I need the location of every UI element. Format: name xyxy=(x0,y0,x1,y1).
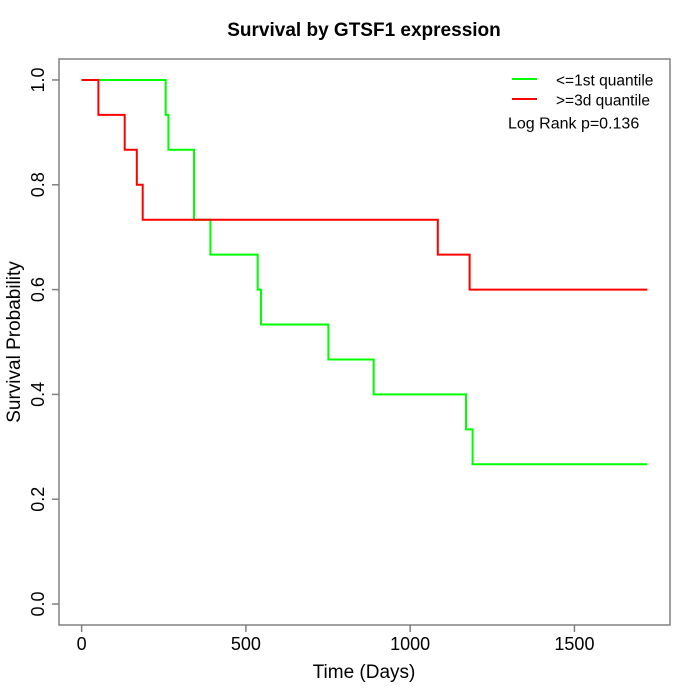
y-tick-label: 1.0 xyxy=(28,67,48,92)
x-tick-label: 500 xyxy=(231,634,261,654)
y-tick-label: 0.4 xyxy=(28,382,48,407)
plot-area: 0 500 1000 1500 0.0 0.2 0.4 0.6 0.8 1.0 xyxy=(28,58,671,654)
log-rank-annotation: Log Rank p=0.136 xyxy=(508,116,639,133)
plot-border xyxy=(58,58,671,626)
y-tick-label: 0.8 xyxy=(28,172,48,197)
x-tick-label: 1000 xyxy=(390,634,430,654)
y-tick-label: 0.6 xyxy=(28,277,48,302)
y-tick-label: 0.0 xyxy=(28,592,48,617)
chart-title: Survival by GTSF1 expression xyxy=(227,20,501,41)
x-axis-title: Time (Days) xyxy=(313,662,416,683)
legend-label-low-expression: <=1st quantile xyxy=(556,73,653,90)
x-tick-label: 1500 xyxy=(554,634,594,654)
legend: <=1st quantile >=3d quantile Log Rank p=… xyxy=(508,73,653,133)
legend-label-high-expression: >=3d quantile xyxy=(556,93,650,110)
survival-curve-low-expression xyxy=(81,79,648,466)
y-axis-title: Survival Probability xyxy=(4,261,25,423)
y-tick-label: 0.2 xyxy=(28,487,48,512)
x-tick-label: 0 xyxy=(77,634,87,654)
survival-curve-high-expression xyxy=(81,79,648,291)
